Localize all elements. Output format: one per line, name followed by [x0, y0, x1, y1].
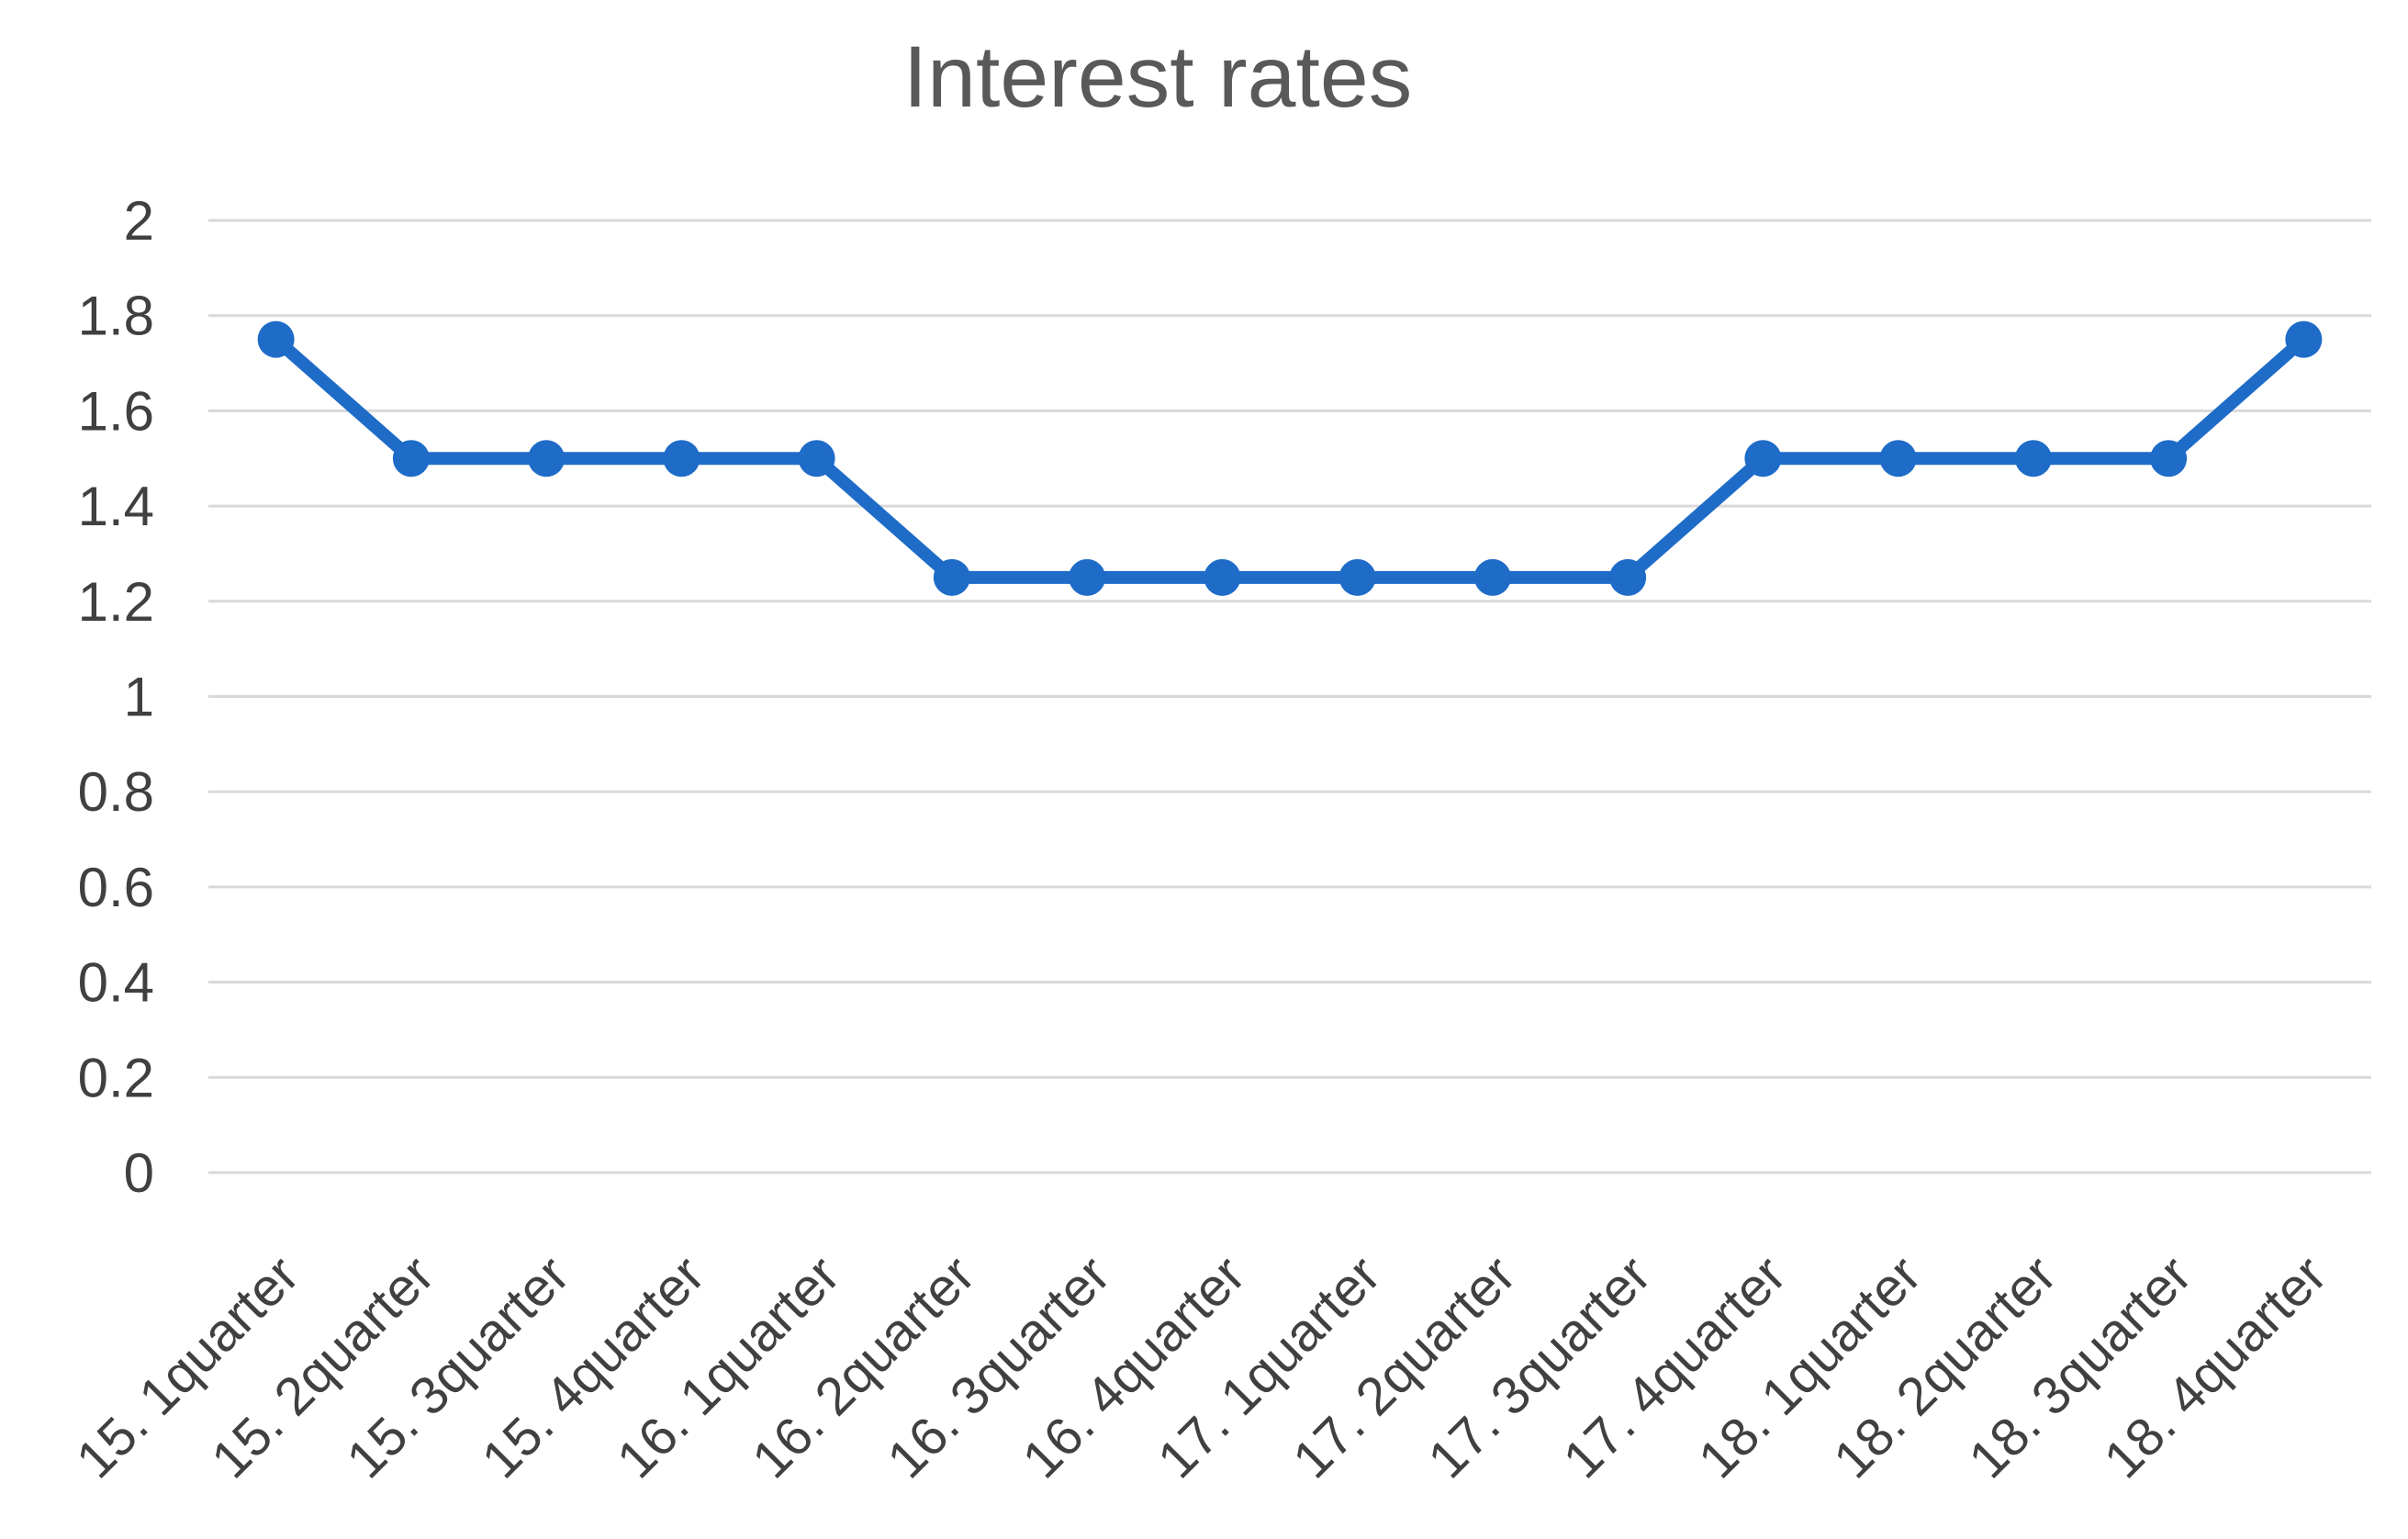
data-point-marker	[392, 440, 430, 477]
y-tick-label: 0.2	[78, 1047, 154, 1108]
data-point-marker	[798, 440, 835, 477]
y-tick-label: 0.8	[78, 761, 154, 823]
y-tick-label: 1.4	[78, 476, 154, 537]
data-point-marker	[663, 440, 700, 477]
data-point-marker	[1609, 558, 1647, 596]
chart-title: Interest rates	[903, 28, 1412, 126]
y-tick-label: 1.2	[78, 571, 154, 633]
data-point-marker	[1069, 558, 1106, 596]
y-tick-label: 2	[124, 190, 154, 252]
y-tick-label: 0.6	[78, 857, 154, 918]
data-point-marker	[2150, 440, 2188, 477]
data-point-marker	[1879, 440, 1917, 477]
y-tick-label: 1.8	[78, 286, 154, 347]
y-tick-label: 0.4	[78, 952, 154, 1014]
y-tick-label: 0	[124, 1142, 154, 1204]
data-point-marker	[1744, 440, 1782, 477]
data-point-marker	[2014, 440, 2052, 477]
y-tick-label: 1	[124, 667, 154, 728]
data-point-marker	[528, 440, 566, 477]
data-point-marker	[2285, 320, 2323, 358]
series-line	[269, 332, 2311, 584]
series	[257, 320, 2323, 596]
data-point-marker	[1473, 558, 1511, 596]
data-point-marker	[1338, 558, 1376, 596]
data-point-marker	[933, 558, 970, 596]
y-tick-label: 1.6	[78, 380, 154, 442]
data-point-marker	[257, 320, 295, 358]
y-axis-labels: 0 0.2 0.4 0.6 0.8 1 1.2 1.4 1.6 1.8 2	[78, 190, 154, 1204]
gridlines	[208, 219, 2371, 1174]
data-point-marker	[1204, 558, 1241, 596]
